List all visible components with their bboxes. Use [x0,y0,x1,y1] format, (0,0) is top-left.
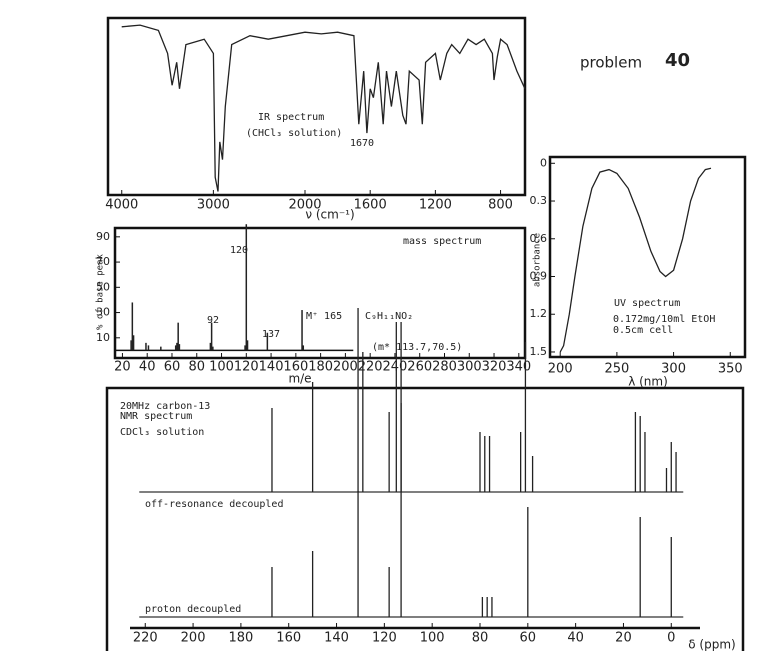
annotation: 120 [230,245,248,256]
x-tick-label: 100 [209,360,234,375]
x-tick-label: 180 [308,360,333,375]
annotation: 92 [207,315,219,326]
x-axis-label: m/e [288,372,311,386]
x-tick-label: 4000 [105,198,138,213]
x-tick-label: 80 [472,631,489,646]
annotation: NMR spectrum [120,411,192,422]
annotation: M⁺ 165 [306,311,342,322]
y-axis-label: absorbance [533,233,543,287]
annotation: 1670 [350,138,374,149]
y-tick-label: 0.6 [530,232,548,245]
x-tick-label: 60 [520,631,537,646]
x-tick-label: 20 [615,631,632,646]
x-tick-label: 20 [114,360,131,375]
y-tick-label: 50 [96,280,110,293]
x-tick-label: 280 [432,360,457,375]
x-tick-label: 250 [604,362,629,377]
x-tick-label: 3000 [197,198,230,213]
x-tick-label: 160 [283,360,308,375]
plot-frame [106,16,527,197]
x-tick-label: 220 [358,360,383,375]
x-tick-label: 0 [667,631,675,646]
x-tick-label: 300 [661,362,686,377]
x-tick-label: 200 [548,362,573,377]
y-tick-label: 0.3 [530,194,548,207]
annotation: mass spectrum [403,236,481,247]
annotation: C₉H₁₁NO₂ [365,311,413,322]
x-tick-label: 40 [567,631,584,646]
x-tick-label: 350 [718,362,743,377]
x-tick-label: 140 [259,360,284,375]
y-tick-label: 10 [96,331,110,344]
x-tick-label: 60 [164,360,181,375]
y-tick-label: 0 [540,156,547,169]
x-tick-label: 120 [234,360,259,375]
x-tick-label: 140 [324,631,349,646]
annotation: 0.5cm cell [613,325,673,336]
x-tick-label: 100 [420,631,445,646]
annotation: UV spectrum [614,298,680,309]
annotation: CDCl₃ solution [120,427,204,438]
x-axis-label: ν (cm⁻¹) [305,208,354,222]
x-tick-label: 320 [482,360,507,375]
x-tick-label: 200 [181,631,206,646]
plot-frame [548,155,747,359]
series-label: proton decoupled [145,604,241,615]
spectrum-line [121,24,526,192]
y-tick-label: 1.5 [530,345,548,358]
y-tick-label: 1.2 [530,307,548,320]
plot-frame [105,386,745,651]
y-tick-label: 70 [96,255,110,268]
y-axis-label: % of base peak [96,253,106,329]
x-tick-label: 180 [228,631,253,646]
x-tick-label: 1200 [419,198,452,213]
spectrum-line [559,167,712,353]
x-tick-label: 220 [133,631,158,646]
x-tick-label: 2000 [288,198,321,213]
x-tick-label: 240 [383,360,408,375]
annotation: (m* 113.7,70.5) [372,342,462,353]
x-tick-label: 80 [188,360,205,375]
x-tick-label: 200 [333,360,358,375]
x-tick-label: 300 [457,360,482,375]
x-tick-label: 1600 [354,198,387,213]
x-axis-label: δ (ppm) [688,638,735,651]
y-tick-label: 0.9 [530,269,548,282]
problem-label: problem [580,54,642,72]
annotation: 137 [262,329,280,340]
x-tick-label: 340 [506,360,531,375]
problem-number: 40 [665,50,690,71]
annotation: 0.172mg/10ml EtOH [613,314,715,325]
annotation: (CHCl₃ solution) [246,128,342,139]
x-tick-label: 160 [276,631,301,646]
x-tick-label: 260 [407,360,432,375]
series-label: off-resonance decoupled [145,499,283,510]
x-tick-label: 120 [372,631,397,646]
annotation: IR spectrum [258,112,324,123]
y-tick-label: 90 [96,230,110,243]
x-tick-label: 800 [488,198,513,213]
x-tick-label: 40 [139,360,156,375]
plot-frame [113,226,527,360]
y-tick-label: 30 [96,306,110,319]
annotation: 20MHz carbon-13 [120,401,210,412]
x-axis-label: λ (nm) [628,375,668,389]
